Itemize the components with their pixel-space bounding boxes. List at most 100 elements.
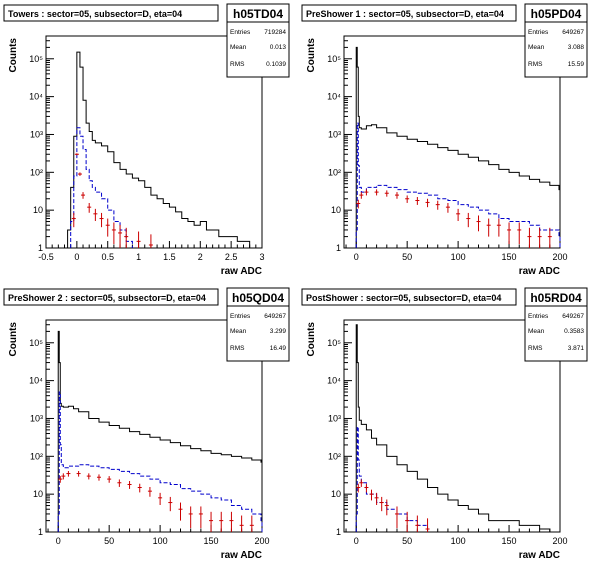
x-axis-label: raw ADC	[221, 550, 262, 561]
stats-mean-value: 0.013	[270, 44, 287, 51]
histogram-solid-series	[64, 51, 262, 249]
y-tick-label: 10⁴	[29, 92, 43, 102]
y-tick-label: 10	[33, 489, 43, 499]
y-tick-label: 10	[331, 205, 341, 215]
stats-rms-value: 0.1039	[266, 61, 286, 68]
y-tick-label: 10⁵	[327, 54, 341, 64]
histogram-dashed-series	[355, 122, 561, 248]
x-tick-label: 200	[552, 252, 567, 262]
stats-box	[524, 287, 588, 362]
pad-towers: 1 10 10² 10³ 10⁴ 10⁵ -0.5 0 0.5 1 1.5 2 2.5 3 raw ADC C…	[3, 3, 290, 277]
x-tick-label: 0.5	[101, 252, 114, 262]
x-axis-label: raw ADC	[221, 266, 262, 277]
y-tick-label: 1	[336, 527, 341, 537]
pad-preshower-1: 1 10 10² 10³ 10⁴ 10⁵ 0 50 100 150 200 raw ADC Counts…	[301, 3, 588, 277]
histogram-name: h05PD04	[531, 7, 582, 21]
pad-postshower: 1 10 10² 10³ 10⁴ 10⁵ 0 50 100 150 200 raw ADC Counts…	[301, 287, 588, 561]
y-tick-label: 10⁵	[29, 54, 43, 64]
stats-box	[226, 287, 290, 362]
y-tick-label: 1	[38, 527, 43, 537]
pad-preshower-2: 1 10 10² 10³ 10⁴ 10⁵ 0 50 100 150 200 raw ADC Counts…	[3, 287, 290, 561]
chart-title: Towers : sector=05, subsector=D, eta=04	[8, 9, 182, 19]
stats-entries-label: Entries	[528, 29, 549, 36]
y-axis-label: Counts	[8, 322, 19, 357]
x-tick-label: 200	[552, 536, 567, 546]
y-tick-label: 10⁵	[327, 338, 341, 348]
plot-frame	[343, 35, 561, 249]
plot-frame	[343, 319, 561, 533]
y-tick-label: 1	[38, 243, 43, 253]
x-tick-label: 0	[354, 252, 359, 262]
stats-entries-label: Entries	[528, 313, 549, 320]
stats-rms-value: 16.49	[270, 345, 287, 352]
stats-rms-label: RMS	[528, 345, 543, 352]
x-tick-label: 2.5	[225, 252, 238, 262]
x-tick-label: 200	[254, 536, 269, 546]
x-tick-label: -0.5	[38, 252, 54, 262]
stats-rms-label: RMS	[230, 345, 245, 352]
stats-mean-value: 3.299	[270, 328, 287, 335]
y-tick-label: 10⁵	[29, 338, 43, 348]
chart-title: PreShower 2 : sector=05, subsector=D, et…	[8, 293, 206, 303]
x-tick-label: 150	[204, 536, 219, 546]
histogram-solid-series	[354, 46, 561, 249]
stats-mean-label: Mean	[528, 328, 545, 335]
title-box	[301, 4, 517, 22]
y-axis-label: Counts	[306, 322, 317, 357]
x-tick-label: 100	[153, 536, 168, 546]
title-box	[301, 288, 517, 306]
title-box	[3, 4, 219, 22]
stats-box	[524, 3, 588, 78]
x-tick-label: 0	[354, 536, 359, 546]
y-tick-label: 10³	[30, 413, 43, 423]
chart-title: PostShower : sector=05, subsector=D, eta…	[306, 293, 501, 303]
y-tick-label: 10²	[30, 167, 43, 177]
plot-frame	[45, 35, 263, 249]
stats-rms-value: 15.59	[568, 61, 585, 68]
y-tick-label: 10⁴	[327, 376, 341, 386]
x-tick-label: 2	[198, 252, 203, 262]
y-axis-label: Counts	[8, 38, 19, 73]
y-tick-label: 10	[33, 205, 43, 215]
y-tick-label: 10²	[328, 451, 341, 461]
y-tick-label: 10³	[328, 413, 341, 423]
chart-title: PreShower 1 : sector=05, subsector=D, et…	[306, 9, 504, 19]
stats-rms-label: RMS	[230, 61, 245, 68]
stats-rms-value: 3.871	[568, 345, 585, 352]
histogram-solid-series	[56, 330, 263, 533]
x-tick-label: 100	[451, 536, 466, 546]
x-tick-label: 3	[259, 252, 264, 262]
x-axis-label: raw ADC	[519, 266, 560, 277]
x-tick-label: 1.5	[163, 252, 176, 262]
histogram-dashed-series	[70, 127, 133, 248]
y-axis-label: Counts	[306, 38, 317, 73]
stats-mean-value: 0.3583	[564, 328, 584, 335]
stats-entries-value: 649267	[562, 313, 584, 320]
y-tick-label: 10⁴	[29, 376, 43, 386]
x-tick-label: 50	[402, 536, 412, 546]
stats-mean-label: Mean	[230, 328, 247, 335]
x-tick-label: 50	[104, 536, 114, 546]
y-tick-label: 10³	[328, 129, 341, 139]
stats-mean-value: 3.088	[568, 44, 585, 51]
histogram-name: h05RD04	[530, 291, 582, 305]
stats-mean-label: Mean	[528, 44, 545, 51]
x-tick-label: 150	[502, 252, 517, 262]
histogram-name: h05QD04	[232, 291, 284, 305]
x-axis-label: raw ADC	[519, 550, 560, 561]
stats-box	[226, 3, 290, 78]
x-tick-label: 1	[136, 252, 141, 262]
stats-rms-label: RMS	[528, 61, 543, 68]
histogram-dashed-series	[355, 426, 429, 532]
x-tick-label: 100	[451, 252, 466, 262]
y-tick-label: 10⁴	[327, 92, 341, 102]
stats-entries-value: 649267	[562, 29, 584, 36]
y-tick-label: 10²	[30, 451, 43, 461]
y-tick-label: 10	[331, 489, 341, 499]
x-tick-label: 0	[74, 252, 79, 262]
stats-entries-label: Entries	[230, 29, 251, 36]
stats-mean-label: Mean	[230, 44, 247, 51]
stats-entries-value: 719284	[264, 29, 286, 36]
plot-frame	[45, 319, 263, 533]
title-box	[3, 288, 219, 306]
